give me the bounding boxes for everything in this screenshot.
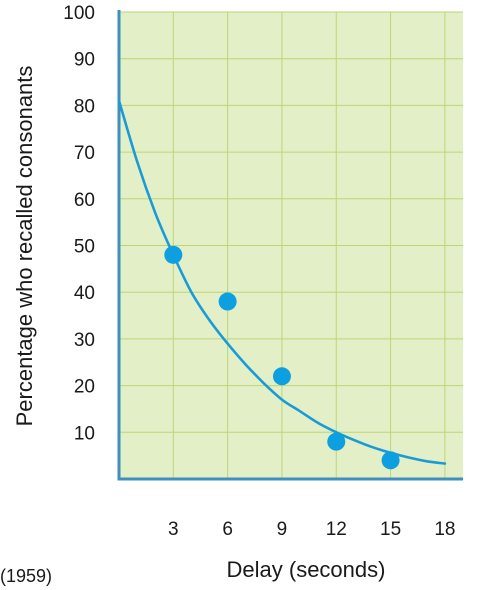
y-tick-label-50: 50 <box>74 237 95 258</box>
y-axis-label: Percentage who recalled consonants <box>12 66 37 427</box>
y-tick-labels: 10 20 30 40 50 60 70 80 90 100 <box>63 3 95 444</box>
y-tick-label-90: 90 <box>74 50 95 71</box>
data-point-12 <box>327 432 346 451</box>
data-point-9 <box>272 367 291 386</box>
y-tick-label-40: 40 <box>74 283 95 304</box>
y-tick-label-100: 100 <box>63 3 95 24</box>
axis-frame <box>117 10 463 481</box>
x-axis-label: Delay (seconds) <box>227 557 386 582</box>
x-tick-label-15: 15 <box>380 519 401 540</box>
data-point-15 <box>381 451 400 470</box>
x-tick-label-3: 3 <box>168 519 179 540</box>
x-tick-label-18: 18 <box>434 519 455 540</box>
y-tick-label-20: 20 <box>74 377 95 398</box>
grid-lines <box>119 11 463 479</box>
y-tick-label-10: 10 <box>74 423 95 444</box>
y-tick-label-70: 70 <box>74 143 95 164</box>
y-tick-label-80: 80 <box>74 96 95 117</box>
caption-fragment: (1959) <box>0 566 53 586</box>
data-point-6 <box>218 292 237 311</box>
x-tick-label-9: 9 <box>277 519 288 540</box>
y-tick-label-30: 30 <box>74 330 95 351</box>
y-tick-label-60: 60 <box>74 190 95 211</box>
x-tick-label-6: 6 <box>222 519 233 540</box>
data-point-3 <box>164 245 183 264</box>
x-tick-label-12: 12 <box>326 519 347 540</box>
data-points <box>164 245 400 470</box>
x-tick-labels: 3 6 9 12 15 18 <box>168 519 455 540</box>
